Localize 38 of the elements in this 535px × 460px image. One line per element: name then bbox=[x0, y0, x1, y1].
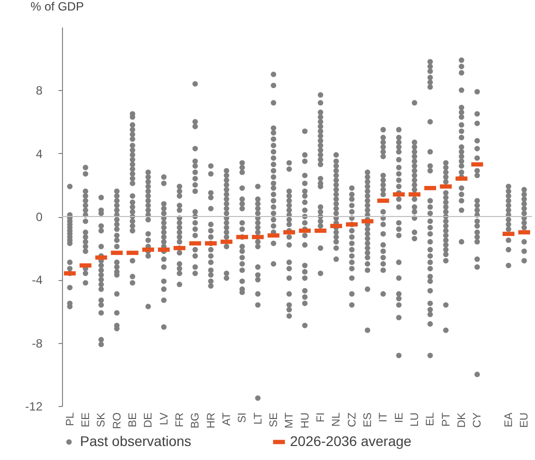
y-tick-label: 8 bbox=[36, 84, 43, 98]
legend-label: 2026-2036 average bbox=[290, 433, 412, 449]
y-tick-label: 4 bbox=[36, 146, 43, 161]
x-tick-label: EL bbox=[424, 412, 437, 426]
x-tick-label: SE bbox=[268, 412, 280, 428]
x-tick-label: BE bbox=[127, 412, 139, 428]
x-tick-label: EA bbox=[503, 412, 515, 428]
x-tick-label: IE bbox=[393, 412, 406, 423]
y-tick-label: -8 bbox=[32, 336, 43, 350]
x-tick-label: LV bbox=[158, 412, 170, 426]
x-tick-label: PT bbox=[440, 412, 452, 427]
x-tick-label: PL bbox=[64, 412, 76, 426]
legend-label: Past observations bbox=[80, 433, 192, 449]
x-tick-label: AT bbox=[221, 412, 233, 426]
x-tick-label: RO bbox=[111, 412, 124, 429]
x-tick-label: CZ bbox=[346, 412, 358, 428]
x-tick-label: NL bbox=[330, 412, 343, 427]
x-tick-label: EE bbox=[80, 412, 92, 428]
x-tick-label: ES bbox=[362, 412, 374, 428]
y-tick-label: -4 bbox=[32, 273, 43, 288]
x-tick-label: HR bbox=[205, 412, 218, 428]
x-tick-label: BG bbox=[190, 412, 202, 428]
x-tick-label: FI bbox=[315, 412, 327, 422]
y-axis-title: % of GDP bbox=[30, 0, 84, 14]
x-tick-label: SI bbox=[236, 412, 249, 423]
x-tick-label: DK bbox=[456, 412, 468, 428]
x-tick-label: FR bbox=[174, 412, 186, 428]
x-tick-label: DE bbox=[142, 412, 155, 428]
x-tick-label: MT bbox=[284, 412, 296, 428]
x-tick-label: LT bbox=[252, 412, 264, 425]
x-tick-label: IT bbox=[378, 412, 390, 422]
x-tick-label: LU bbox=[409, 412, 421, 427]
x-tick-label: SK bbox=[96, 412, 108, 428]
x-tick-label: EU bbox=[518, 412, 531, 428]
x-tick-label: HU bbox=[299, 412, 312, 428]
x-tick-label: CY bbox=[472, 412, 484, 428]
y-tick-label: -12 bbox=[25, 400, 43, 414]
y-tick-label: 0 bbox=[36, 210, 43, 224]
